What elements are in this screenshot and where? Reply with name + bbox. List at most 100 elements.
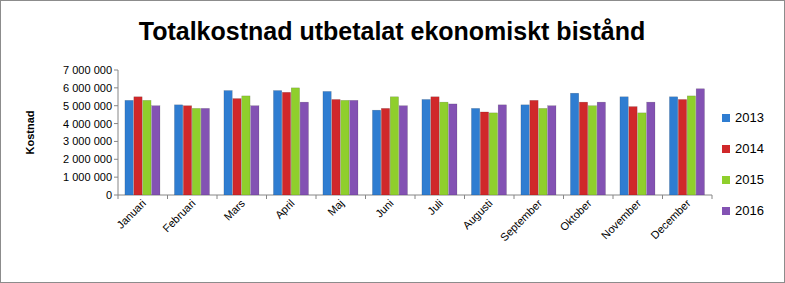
chart-border: [1, 1, 785, 283]
legend-swatch: [722, 145, 730, 153]
x-tick: [217, 195, 218, 199]
bar: [134, 97, 142, 195]
bar: [372, 110, 380, 195]
x-tick: [316, 195, 317, 199]
y-tick: [114, 70, 118, 71]
y-tick-label: 0: [106, 189, 112, 201]
bar: [498, 105, 506, 195]
bar: [143, 100, 151, 195]
bar: [570, 93, 578, 195]
bar: [597, 102, 605, 195]
bar: [201, 108, 209, 195]
bar: [696, 89, 704, 195]
x-tick: [514, 195, 515, 199]
bar: [440, 102, 448, 195]
bar: [291, 88, 299, 195]
bar: [548, 106, 556, 195]
y-tick: [114, 159, 118, 160]
bar: [224, 91, 232, 195]
bar: [530, 100, 538, 195]
x-tick-label: April: [273, 197, 297, 221]
bar: [381, 108, 389, 195]
x-tick-label: Augusti: [460, 197, 494, 231]
y-tick: [114, 87, 118, 88]
bar: [233, 99, 241, 195]
bar: [489, 113, 497, 195]
bar: [300, 102, 308, 195]
x-tick-label: November: [599, 197, 644, 242]
y-tick-label: 6 000 000: [63, 82, 112, 94]
chart: Totalkostnad utbetalat ekonomiskt bistån…: [0, 0, 785, 283]
x-tick: [365, 195, 366, 199]
x-tick-label: December: [648, 197, 693, 242]
legend-label: 2014: [735, 141, 764, 156]
legend-label: 2016: [735, 203, 764, 218]
bar: [669, 97, 677, 195]
legend-label: 2015: [735, 172, 764, 187]
bar: [629, 107, 637, 195]
y-tick-label: 7 000 000: [63, 64, 112, 76]
bar: [273, 91, 281, 195]
bar: [350, 100, 358, 195]
bar: [480, 112, 488, 195]
x-tick-label: Maj: [325, 197, 346, 218]
bar: [521, 105, 529, 195]
bar: [242, 96, 250, 195]
bar: [125, 100, 133, 195]
bar: [399, 106, 407, 195]
bar: [152, 106, 160, 195]
x-tick: [613, 195, 614, 199]
bar: [431, 97, 439, 195]
x-tick: [712, 195, 713, 199]
y-tick-label: 1 000 000: [63, 171, 112, 183]
bar: [174, 105, 182, 195]
y-tick: [114, 177, 118, 178]
legend-swatch: [722, 176, 730, 184]
x-tick: [662, 195, 663, 199]
y-tick-label: 4 000 000: [63, 118, 112, 130]
bar: [323, 91, 331, 195]
y-tick-label: 3 000 000: [63, 135, 112, 147]
y-tick-label: 2 000 000: [63, 153, 112, 165]
x-tick: [415, 195, 416, 199]
bar: [687, 96, 695, 195]
bar: [449, 104, 457, 195]
y-tick: [114, 195, 118, 196]
y-tick: [114, 105, 118, 106]
bar: [282, 92, 290, 195]
x-tick-label: Juni: [373, 197, 396, 220]
x-tick-label: Juli: [425, 197, 445, 217]
bar: [638, 113, 646, 195]
x-tick-label: Mars: [221, 197, 247, 223]
chart-title: Totalkostnad utbetalat ekonomiskt bistån…: [139, 17, 646, 45]
bar: [332, 99, 340, 195]
bar: [422, 99, 430, 195]
bar: [192, 108, 200, 195]
x-tick: [563, 195, 564, 199]
bar: [390, 97, 398, 195]
x-tick-label: Januari: [114, 197, 148, 231]
bar: [251, 106, 259, 195]
bar: [341, 100, 349, 195]
bar: [588, 106, 596, 195]
legend-swatch: [722, 207, 730, 215]
x-tick: [464, 195, 465, 199]
x-tick-label: September: [498, 197, 545, 244]
x-tick: [266, 195, 267, 199]
bars: [125, 88, 705, 195]
legend-label: 2013: [735, 110, 764, 125]
bar: [647, 102, 655, 195]
x-tick-label: Oktober: [558, 197, 594, 233]
x-tick-label: Februari: [160, 197, 197, 234]
bar: [620, 97, 628, 195]
x-tick: [167, 195, 168, 199]
bar: [579, 102, 587, 195]
x-tick: [118, 195, 119, 199]
bar: [678, 99, 686, 195]
y-axis-label: Kostnad: [24, 111, 36, 155]
y-tick: [114, 123, 118, 124]
y-tick: [114, 141, 118, 142]
legend-swatch: [722, 114, 730, 122]
y-axis-line: [118, 70, 119, 195]
bar: [183, 106, 191, 195]
